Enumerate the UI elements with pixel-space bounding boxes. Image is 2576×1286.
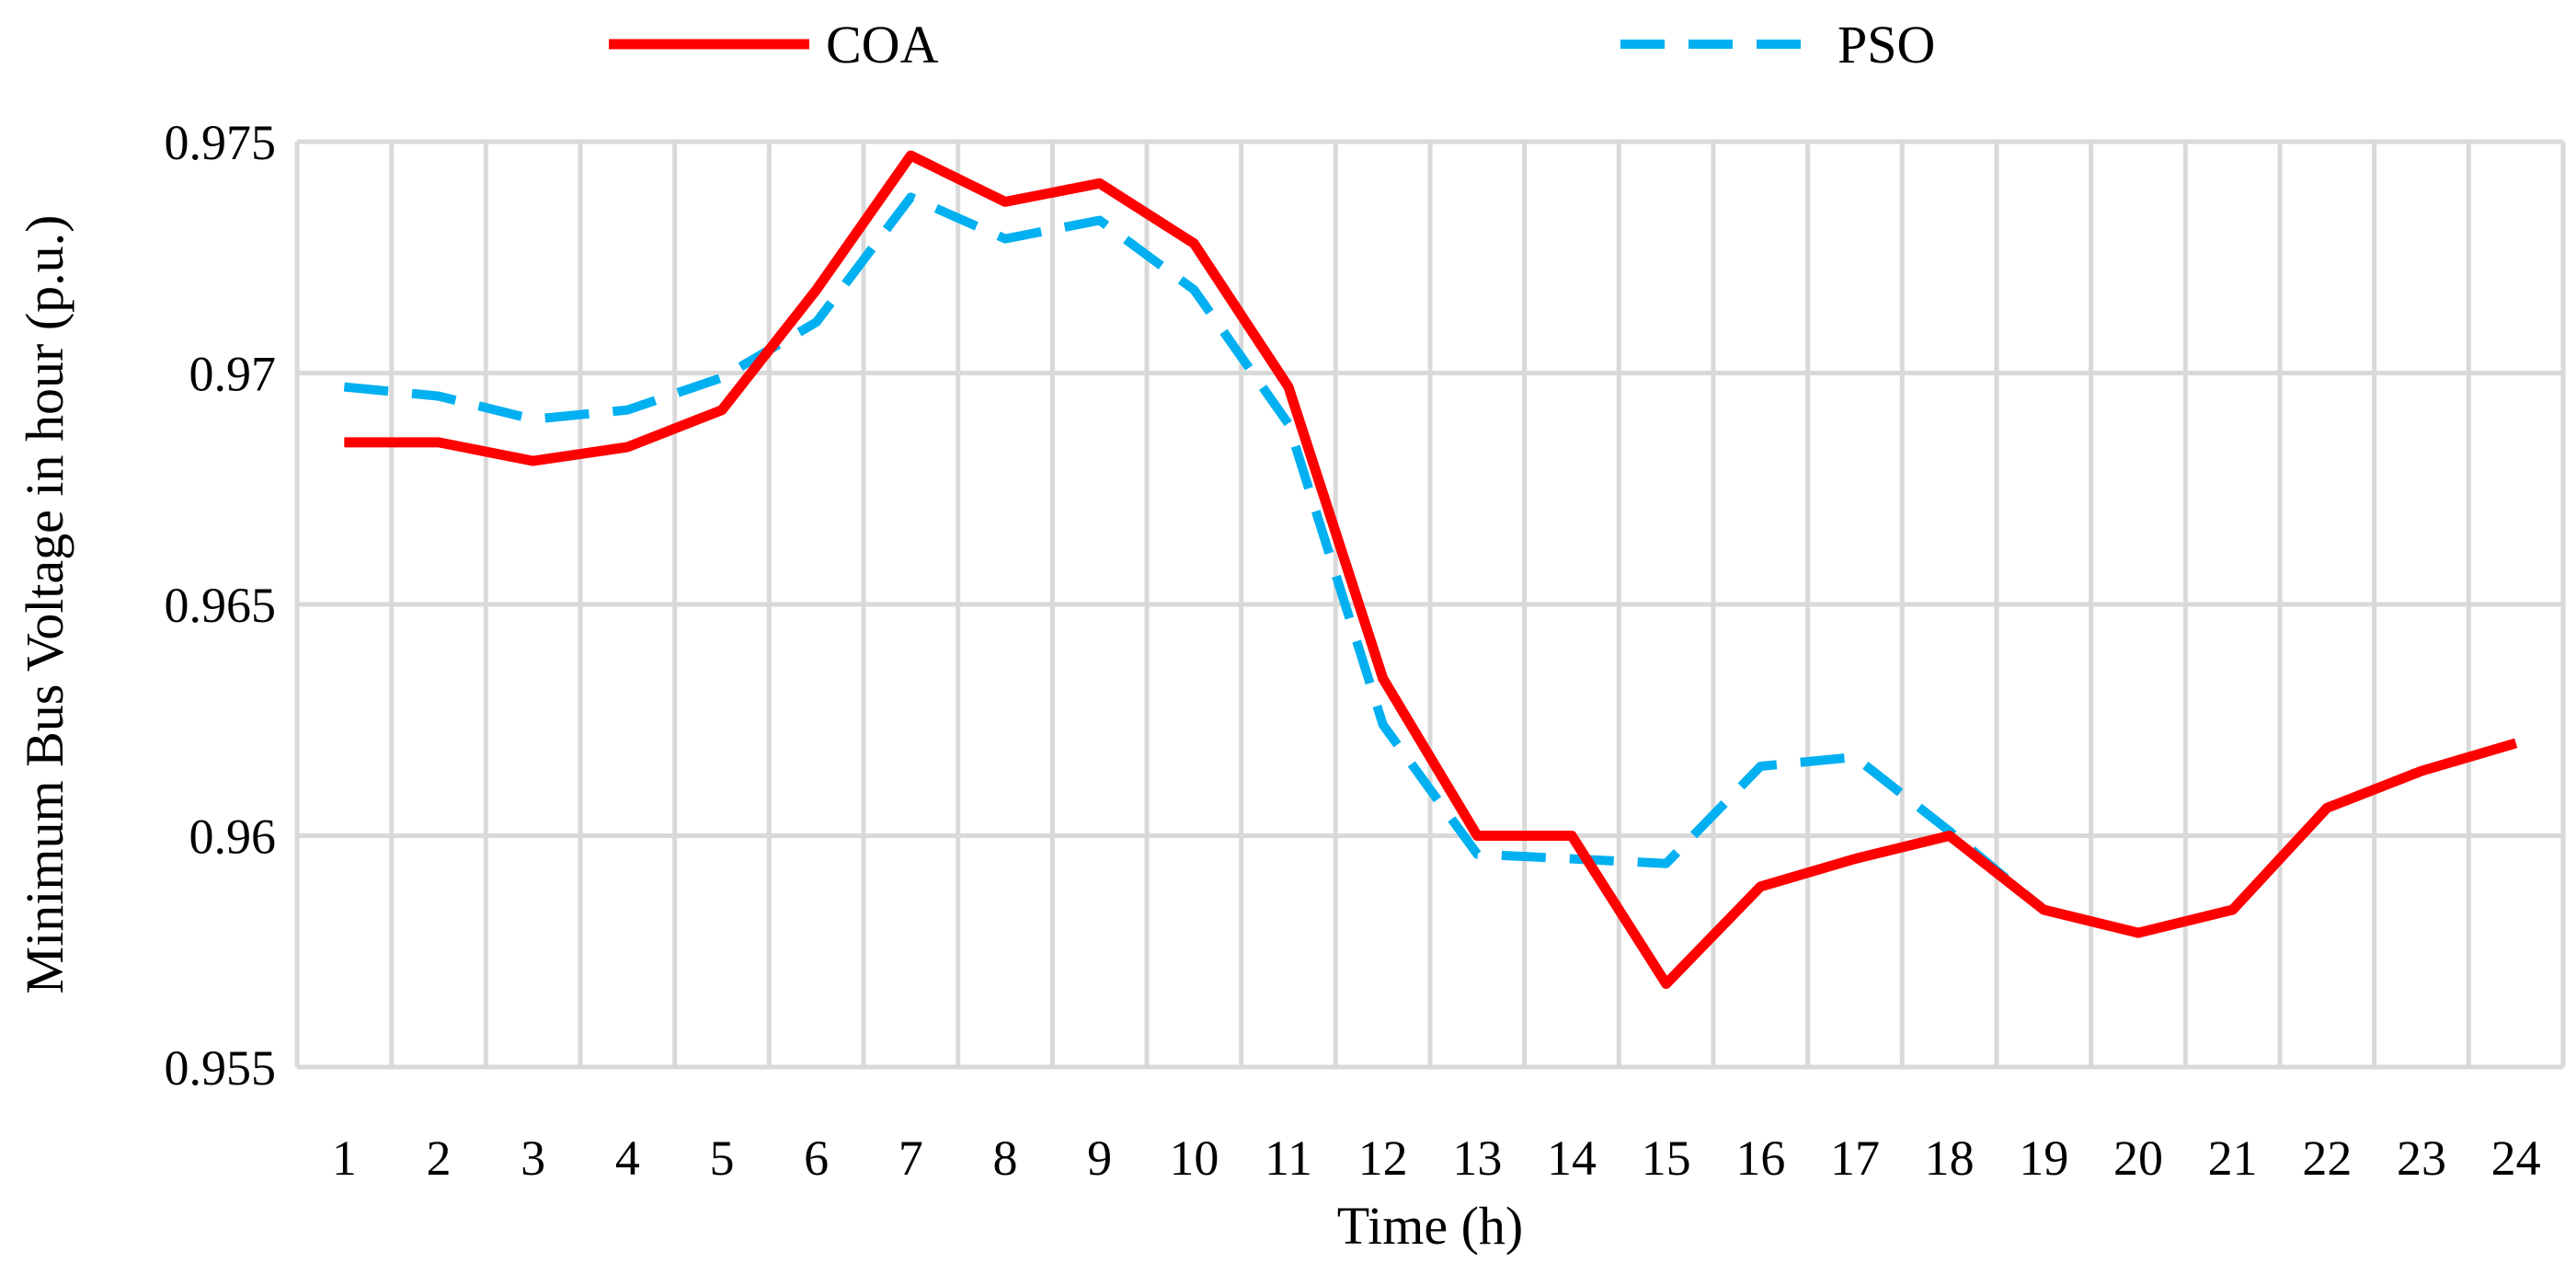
y-tick-label: 0.975 <box>165 115 277 170</box>
x-tick-label: 14 <box>1547 1131 1597 1186</box>
x-tick-label: 5 <box>710 1131 735 1186</box>
x-axis-tick-labels: 1 2 3 4 5 6 7 8 9 10 11 12 13 14 15 16 17 18 19 20 21 22 23 24 <box>332 1131 2541 1186</box>
grid-layer <box>294 139 2566 1070</box>
x-tick-label: 22 <box>2302 1131 2352 1186</box>
x-tick-label: 12 <box>1358 1131 1408 1186</box>
x-tick-label: 1 <box>332 1131 357 1186</box>
x-tick-label: 19 <box>2019 1131 2068 1186</box>
x-tick-label: 4 <box>615 1131 640 1186</box>
legend-label-coa: COA <box>826 15 939 75</box>
y-tick-label: 0.955 <box>165 1040 277 1096</box>
x-tick-label: 2 <box>427 1131 452 1186</box>
x-tick-label: 11 <box>1265 1131 1312 1186</box>
x-tick-label: 8 <box>993 1131 1018 1186</box>
x-tick-label: 6 <box>804 1131 829 1186</box>
legend: COA PSO <box>609 15 1935 75</box>
x-tick-label: 16 <box>1735 1131 1785 1186</box>
y-axis-tick-labels: 0.955 0.96 0.965 0.97 0.975 <box>165 115 277 1096</box>
series-layer <box>343 150 2518 989</box>
x-tick-label: 15 <box>1642 1131 1691 1186</box>
x-tick-label: 24 <box>2491 1131 2541 1186</box>
x-tick-label: 23 <box>2397 1131 2446 1186</box>
x-tick-label: 20 <box>2113 1131 2163 1186</box>
legend-label-pso: PSO <box>1838 15 1935 75</box>
x-tick-label: 3 <box>521 1131 545 1186</box>
y-axis-title: Minimum Bus Voltage in hour (p.u.) <box>15 215 74 994</box>
series-line-coa <box>344 150 2518 989</box>
x-tick-label: 9 <box>1087 1131 1112 1186</box>
x-tick-label: 7 <box>899 1131 923 1186</box>
x-tick-label: 17 <box>1830 1131 1880 1186</box>
x-tick-label: 13 <box>1452 1131 1502 1186</box>
x-tick-label: 10 <box>1169 1131 1219 1186</box>
y-tick-label: 0.96 <box>189 809 277 865</box>
y-tick-label: 0.97 <box>189 347 277 402</box>
y-tick-label: 0.965 <box>165 578 277 633</box>
x-tick-label: 18 <box>1925 1131 1975 1186</box>
x-axis-title: Time (h) <box>1337 1196 1524 1256</box>
x-tick-label: 21 <box>2208 1131 2258 1186</box>
